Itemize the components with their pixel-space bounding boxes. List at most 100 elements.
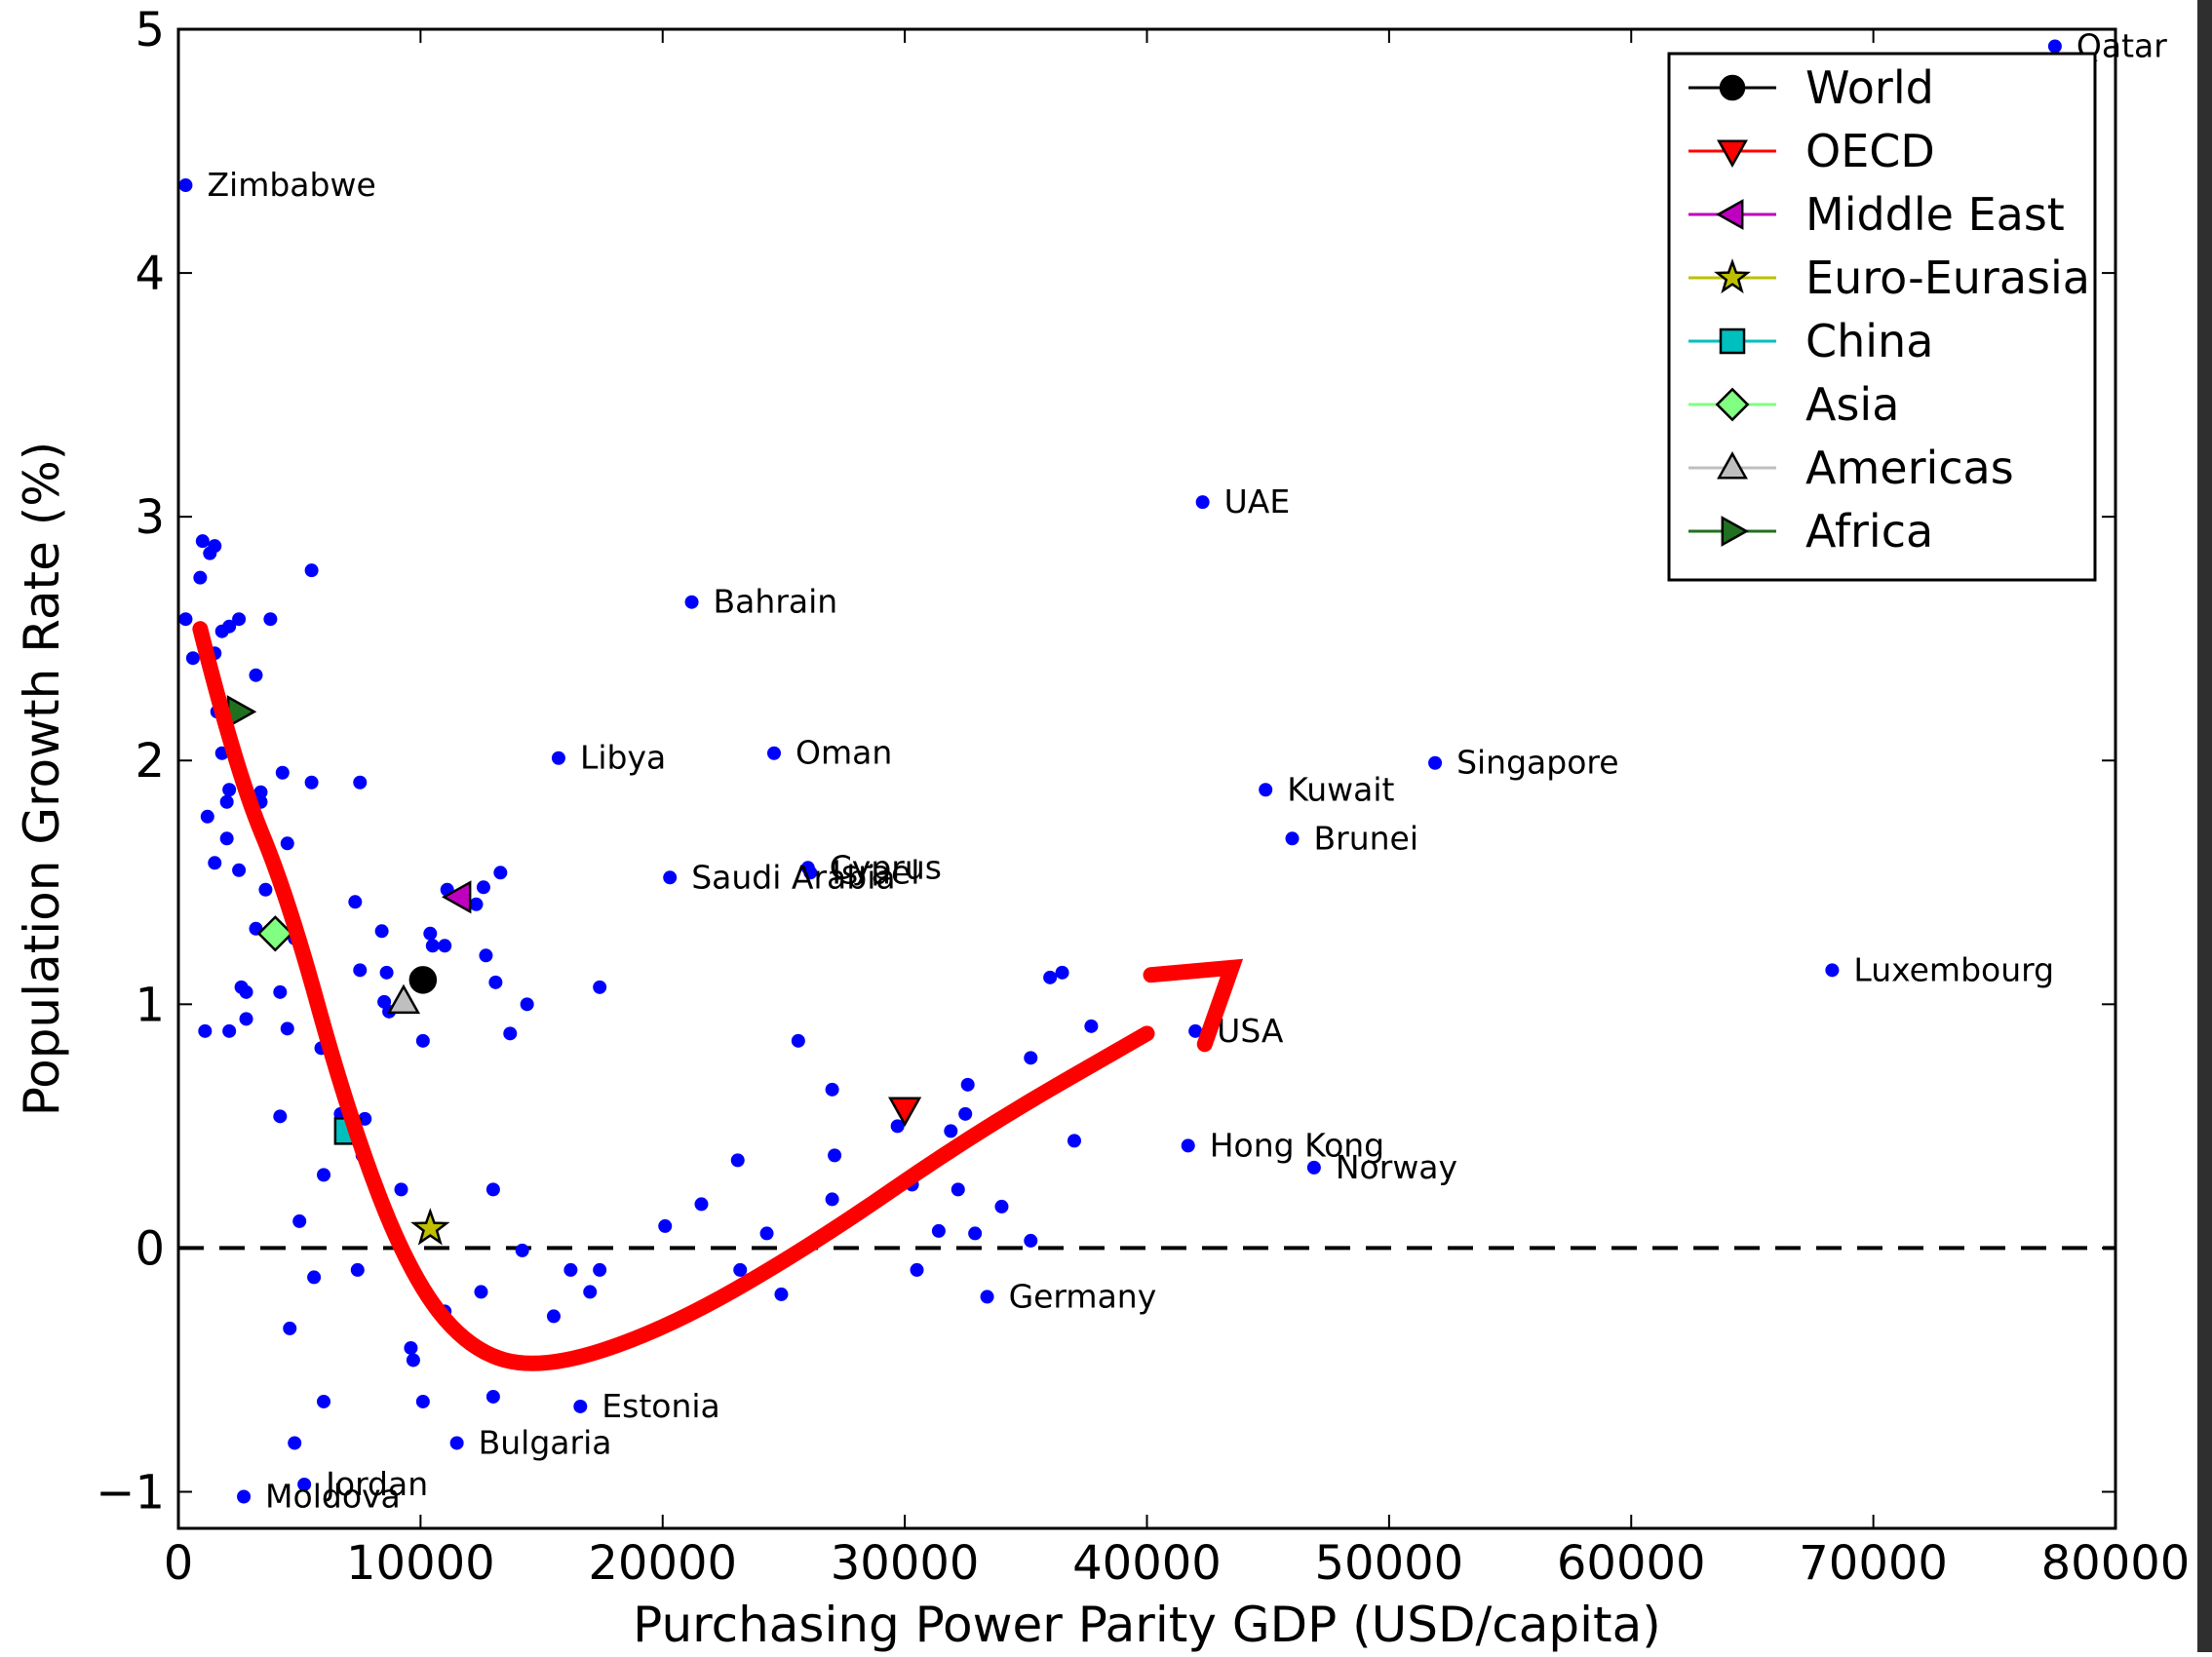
country-point [958,1106,973,1121]
country-point-norway [1306,1160,1321,1175]
x-tick-label: 60000 [1557,1536,1706,1591]
country-point [353,775,368,790]
legend-label-oecd: OECD [1805,125,1935,177]
legend-marker-euro-eurasia [1714,258,1751,294]
country-point [379,965,394,980]
x-tick-label: 10000 [346,1536,495,1591]
country-point [593,980,607,994]
country-label-libya: Libya [580,739,666,777]
country-point [593,1262,607,1277]
country-point [485,1389,500,1404]
country-point-saudi-arabia [663,870,678,885]
region-markers [226,695,922,1246]
country-point [317,1394,331,1408]
country-point [353,963,368,978]
country-label-norway: Norway [1336,1148,1457,1186]
x-tick-label: 40000 [1072,1536,1222,1591]
country-point [193,570,208,585]
country-point-moldova [237,1489,252,1504]
country-point [546,1309,561,1324]
country-point [469,897,484,911]
legend-label-world: World [1805,61,1934,114]
country-point [283,1321,297,1335]
legend-label-americas: Americas [1805,442,2014,494]
country-point [348,895,363,909]
country-point [1055,965,1069,980]
trend-arrow-head [1143,958,1244,1053]
country-point [394,1182,408,1197]
region-marker-middle-east [441,880,472,914]
country-point [791,1033,805,1048]
country-label-usa: USA [1217,1012,1284,1050]
axis-ticks [177,28,2116,1528]
country-label-cyprus: Cyprus [830,848,942,886]
country-point [479,948,493,963]
country-point [208,539,222,554]
country-point [304,775,319,790]
country-label-bahrain: Bahrain [714,583,838,621]
country-point [219,794,234,809]
country-point [438,939,452,953]
country-point [249,668,263,682]
legend-label-africa: Africa [1805,505,1933,558]
x-axis-title: Purchasing Power Parity GDP (USD/capita) [633,1597,1661,1652]
x-tick-label: 50000 [1315,1536,1464,1591]
country-point [292,1214,307,1228]
trend-arrow [192,621,1244,1371]
country-point [253,785,268,799]
country-point [288,1436,302,1450]
x-tick-label: 70000 [1799,1536,1948,1591]
country-point [733,1262,748,1277]
country-point [960,1077,975,1092]
country-point [374,924,389,939]
y-tick-label: 1 [135,978,165,1032]
country-point [222,783,237,797]
country-point [198,1023,213,1038]
country-point [423,926,438,941]
y-tick-label: 5 [135,3,165,58]
country-point [280,836,294,851]
country-point-hong-kong [1181,1138,1195,1153]
country-point [825,1082,839,1097]
country-point-zimbabwe [178,178,193,193]
country-point-brunei [1285,831,1300,846]
legend-marker-asia [1715,387,1750,422]
x-tick-label: 80000 [2041,1536,2191,1591]
country-point [476,880,490,895]
legend: World OECD Middle East Euro-Eurasia China Asi… [1667,52,2097,582]
country-label-singapore: Singapore [1456,744,1618,782]
country-point [317,1168,331,1182]
country-point [658,1218,673,1233]
y-tick-label: 4 [135,247,165,301]
country-point-kuwait [1259,783,1273,797]
country-point-uae [1195,495,1210,510]
country-point [759,1226,774,1241]
country-point [232,863,247,877]
region-marker-euro-eurasia [410,1208,450,1246]
country-point-estonia [573,1399,588,1413]
x-tick-label: 30000 [831,1536,980,1591]
country-point [415,1033,430,1048]
country-label-bulgaria: Bulgaria [479,1423,612,1461]
country-point [214,624,229,638]
country-point-bahrain [684,595,699,609]
country-point [415,1394,430,1408]
country-point [1024,1051,1038,1065]
country-point [1067,1134,1081,1148]
country-label-moldova: Moldova [265,1477,401,1515]
country-point [583,1285,598,1299]
country-point [195,534,210,549]
legend-label-euro-eurasia: Euro-Eurasia [1805,251,2090,304]
country-point [263,612,278,627]
country-label-uae: UAE [1224,482,1291,520]
legend-label-middle-east: Middle East [1805,188,2065,241]
legend-marker-americas [1717,451,1748,480]
country-point-bulgaria [449,1436,464,1450]
country-label-oman: Oman [796,734,892,772]
country-point-singapore [1428,755,1443,770]
country-point [520,997,534,1012]
y-tick-label: 0 [135,1221,165,1276]
legend-marker-oecd [1717,139,1748,168]
axis-tick-labels: 0 10000 20000 30000 40000 50000 60000 70000 8000… [96,3,2190,1591]
